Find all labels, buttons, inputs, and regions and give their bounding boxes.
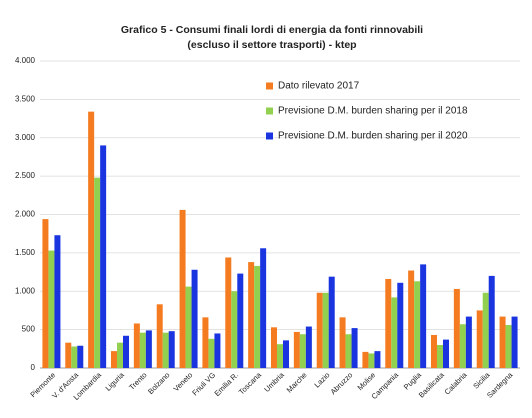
- bar: [443, 339, 449, 368]
- bar: [225, 257, 232, 368]
- bar: [431, 334, 437, 368]
- x-tick-label: Bolzano: [146, 370, 172, 396]
- legend-label: Previsione D.M. burden sharing per il 20…: [278, 106, 468, 117]
- bar: [362, 351, 369, 368]
- bar: [117, 342, 123, 368]
- bar: [437, 344, 443, 368]
- bar: [237, 273, 244, 368]
- bar: [482, 292, 489, 368]
- bar: [162, 332, 169, 368]
- bar: [385, 278, 392, 368]
- y-tick-label: 2.500: [15, 171, 36, 180]
- legend-label: Dato rilevato 2017: [278, 81, 360, 92]
- bar: [339, 317, 346, 368]
- bar: [100, 145, 107, 368]
- bar: [414, 281, 421, 368]
- bar: [156, 304, 163, 368]
- bar: [499, 316, 506, 368]
- y-tick-label: 3.000: [15, 133, 36, 142]
- chart-subtitle: (escluso il settore trasporti) - ktep: [187, 39, 356, 51]
- bar: [65, 342, 72, 368]
- bar: [488, 275, 495, 368]
- bar: [293, 331, 300, 368]
- y-tick-label: 500: [22, 325, 36, 334]
- x-tick-label: Sicilia: [471, 370, 492, 391]
- x-tick-label: Lazio: [312, 370, 331, 389]
- x-tick-label: Umbria: [262, 370, 286, 394]
- bar: [391, 297, 398, 368]
- bar: [248, 262, 255, 368]
- bar: [322, 292, 329, 368]
- legend-swatch: [266, 107, 273, 115]
- bar: [191, 269, 198, 368]
- bar: [465, 316, 472, 368]
- bar: [505, 325, 512, 368]
- x-tick-label: Marche: [285, 370, 309, 394]
- y-tick-label: 1.500: [15, 248, 36, 257]
- y-tick-label: 4.000: [15, 56, 36, 65]
- bar: [88, 111, 95, 368]
- x-tick-label: Trento: [127, 370, 149, 392]
- x-tick-label: Calabria: [443, 370, 470, 397]
- x-tick-label: Emilia R.: [213, 370, 241, 398]
- bar: [254, 265, 261, 368]
- bar: [316, 292, 323, 368]
- bar: [54, 235, 61, 368]
- bar: [231, 291, 238, 368]
- bar: [208, 338, 215, 368]
- bar: [77, 345, 84, 368]
- x-tick-label: Abruzzo: [329, 370, 355, 396]
- bar: [476, 310, 483, 368]
- bar: [260, 248, 267, 368]
- y-tick-label: 1.000: [15, 286, 36, 295]
- bar: [459, 324, 466, 368]
- chart-title: Grafico 5 - Consumi finali lordi di ener…: [121, 24, 423, 36]
- legend-swatch: [266, 132, 273, 140]
- bar: [511, 316, 518, 368]
- legend-label: Previsione D.M. burden sharing per il 20…: [278, 131, 468, 142]
- bar: [214, 333, 221, 368]
- bar: [139, 332, 146, 368]
- bar: [48, 250, 55, 368]
- bar: [168, 331, 175, 368]
- bar: [123, 335, 129, 368]
- bar: [408, 270, 415, 368]
- bar: [328, 276, 335, 368]
- bar: [277, 344, 283, 368]
- x-tick-label: Basilicata: [417, 370, 447, 400]
- y-tick-label: 3.500: [15, 94, 36, 103]
- bar: [271, 327, 277, 368]
- y-tick-label: 0: [31, 363, 36, 372]
- bar: [111, 351, 117, 368]
- bar: [133, 323, 140, 368]
- bar: [283, 340, 289, 368]
- bar: [299, 334, 306, 368]
- bar: [374, 351, 381, 368]
- bar: [397, 282, 404, 368]
- bar: [185, 286, 192, 368]
- bar: [202, 317, 209, 368]
- y-tick-label: 2.000: [15, 210, 36, 219]
- x-tick-label: Toscana: [237, 370, 264, 397]
- x-tick-label: Liguria: [104, 370, 127, 393]
- bar: [71, 346, 78, 368]
- bar: [94, 177, 101, 368]
- bar: [305, 326, 312, 368]
- bar: [42, 219, 49, 368]
- legend-swatch: [266, 82, 273, 90]
- bar: [368, 353, 375, 368]
- bar: [420, 264, 427, 368]
- x-tick-label: Sardegna: [485, 370, 515, 400]
- bar: [345, 334, 352, 368]
- bar: [351, 328, 358, 368]
- bar: [179, 209, 186, 368]
- bar: [145, 330, 152, 368]
- bar: [453, 288, 460, 368]
